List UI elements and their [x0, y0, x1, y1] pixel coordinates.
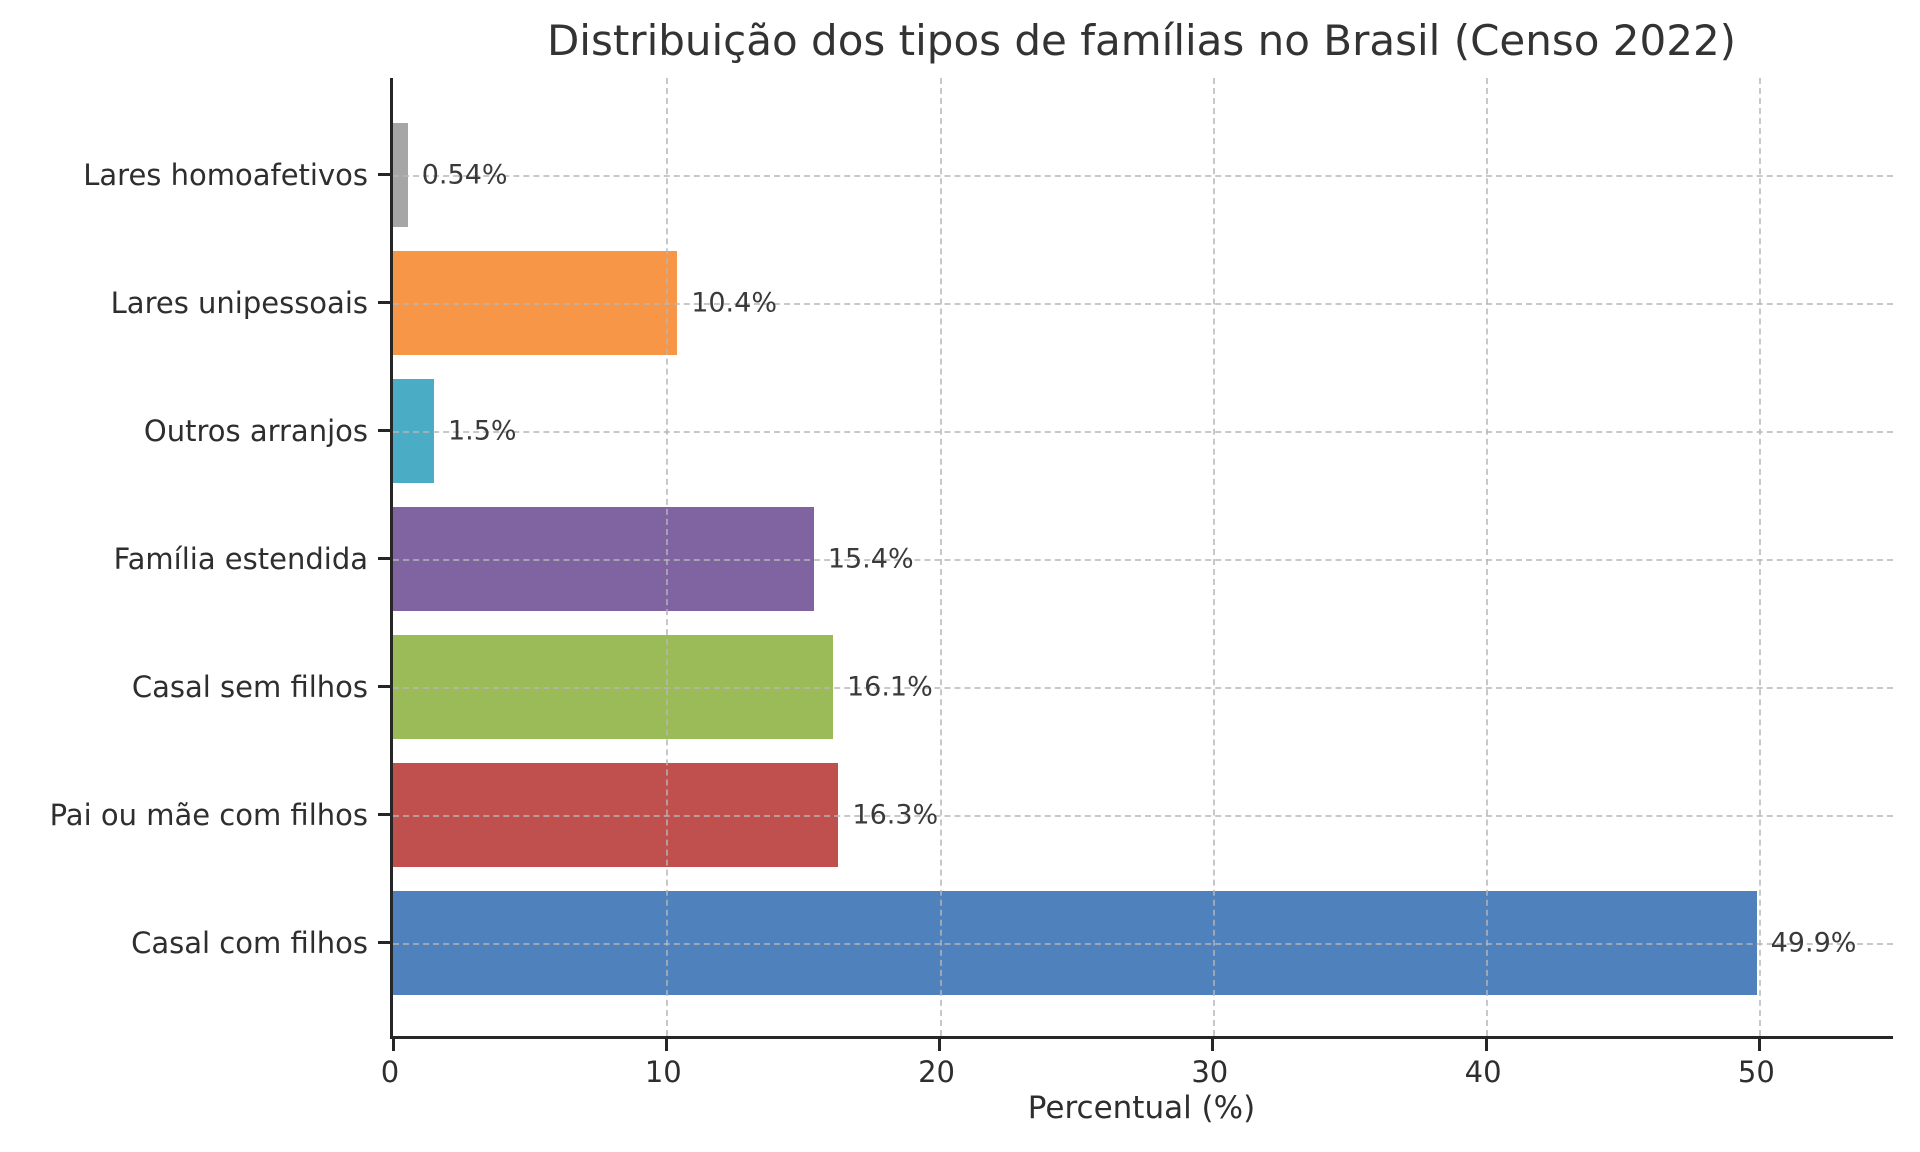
x-axis-label: Percentual (%) [1027, 1090, 1256, 1126]
category-label: Casal sem filhos [131, 669, 368, 704]
x-tick-label: 50 [1737, 1055, 1775, 1089]
category-label: Outros arranjos [143, 413, 368, 448]
x-tick-mark [664, 1039, 668, 1051]
y-tick-mark [378, 813, 390, 816]
chart-title: Distribuição dos tipos de famílias no Br… [546, 16, 1737, 65]
y-tick-mark [378, 173, 390, 176]
category-label: Lares homoafetivos [83, 157, 368, 192]
category-label: Pai ou mãe com filhos [49, 797, 368, 832]
plot-area: 0.54% 10.4% 1.5% 15.4% 16.1% 16.3% 49.9% [378, 78, 1893, 1051]
x-tick-label: 20 [918, 1055, 955, 1089]
bar-value-label: 49.9% [1770, 927, 1857, 958]
category-label: Lares unipessoais [110, 285, 368, 320]
x-tick-label: 10 [644, 1055, 682, 1089]
x-tick-mark [1211, 1039, 1215, 1051]
vertical-gridline [1212, 78, 1215, 1036]
bar-value-label: 16.3% [852, 799, 939, 830]
y-tick-mark [378, 685, 390, 688]
y-tick-mark [378, 557, 390, 560]
bar-value-label: 16.1% [846, 671, 933, 702]
x-tick-mark [1757, 1039, 1761, 1051]
x-tick-mark [938, 1039, 942, 1051]
horizontal-gridline [393, 302, 1893, 305]
bar-value-label: 10.4% [691, 287, 777, 318]
vertical-gridline [939, 78, 942, 1036]
horizontal-gridline [393, 174, 1893, 177]
horizontal-gridline [393, 558, 1893, 561]
vertical-gridline [666, 78, 669, 1036]
horizontal-gridline [393, 686, 1893, 689]
y-tick-mark [378, 941, 390, 944]
y-tick-mark [378, 429, 390, 432]
x-tick-label: 40 [1464, 1055, 1502, 1089]
x-tick-label: 30 [1191, 1055, 1229, 1089]
vertical-gridline [1759, 78, 1762, 1036]
category-label: Família estendida [113, 541, 368, 576]
bar-value-label: 15.4% [827, 543, 914, 574]
y-tick-mark [378, 301, 390, 304]
x-tick-mark [1484, 1039, 1488, 1051]
horizontal-gridline [393, 942, 1893, 945]
x-tick-mark [391, 1039, 395, 1051]
horizontal-gridline [393, 430, 1893, 433]
x-tick-label: 0 [380, 1055, 400, 1089]
bar-value-label: 1.5% [447, 415, 517, 446]
vertical-gridline [1486, 78, 1489, 1036]
horizontal-gridline [393, 814, 1893, 817]
category-label: Casal com filhos [131, 925, 368, 960]
bar-value-label: 0.54% [421, 159, 508, 190]
